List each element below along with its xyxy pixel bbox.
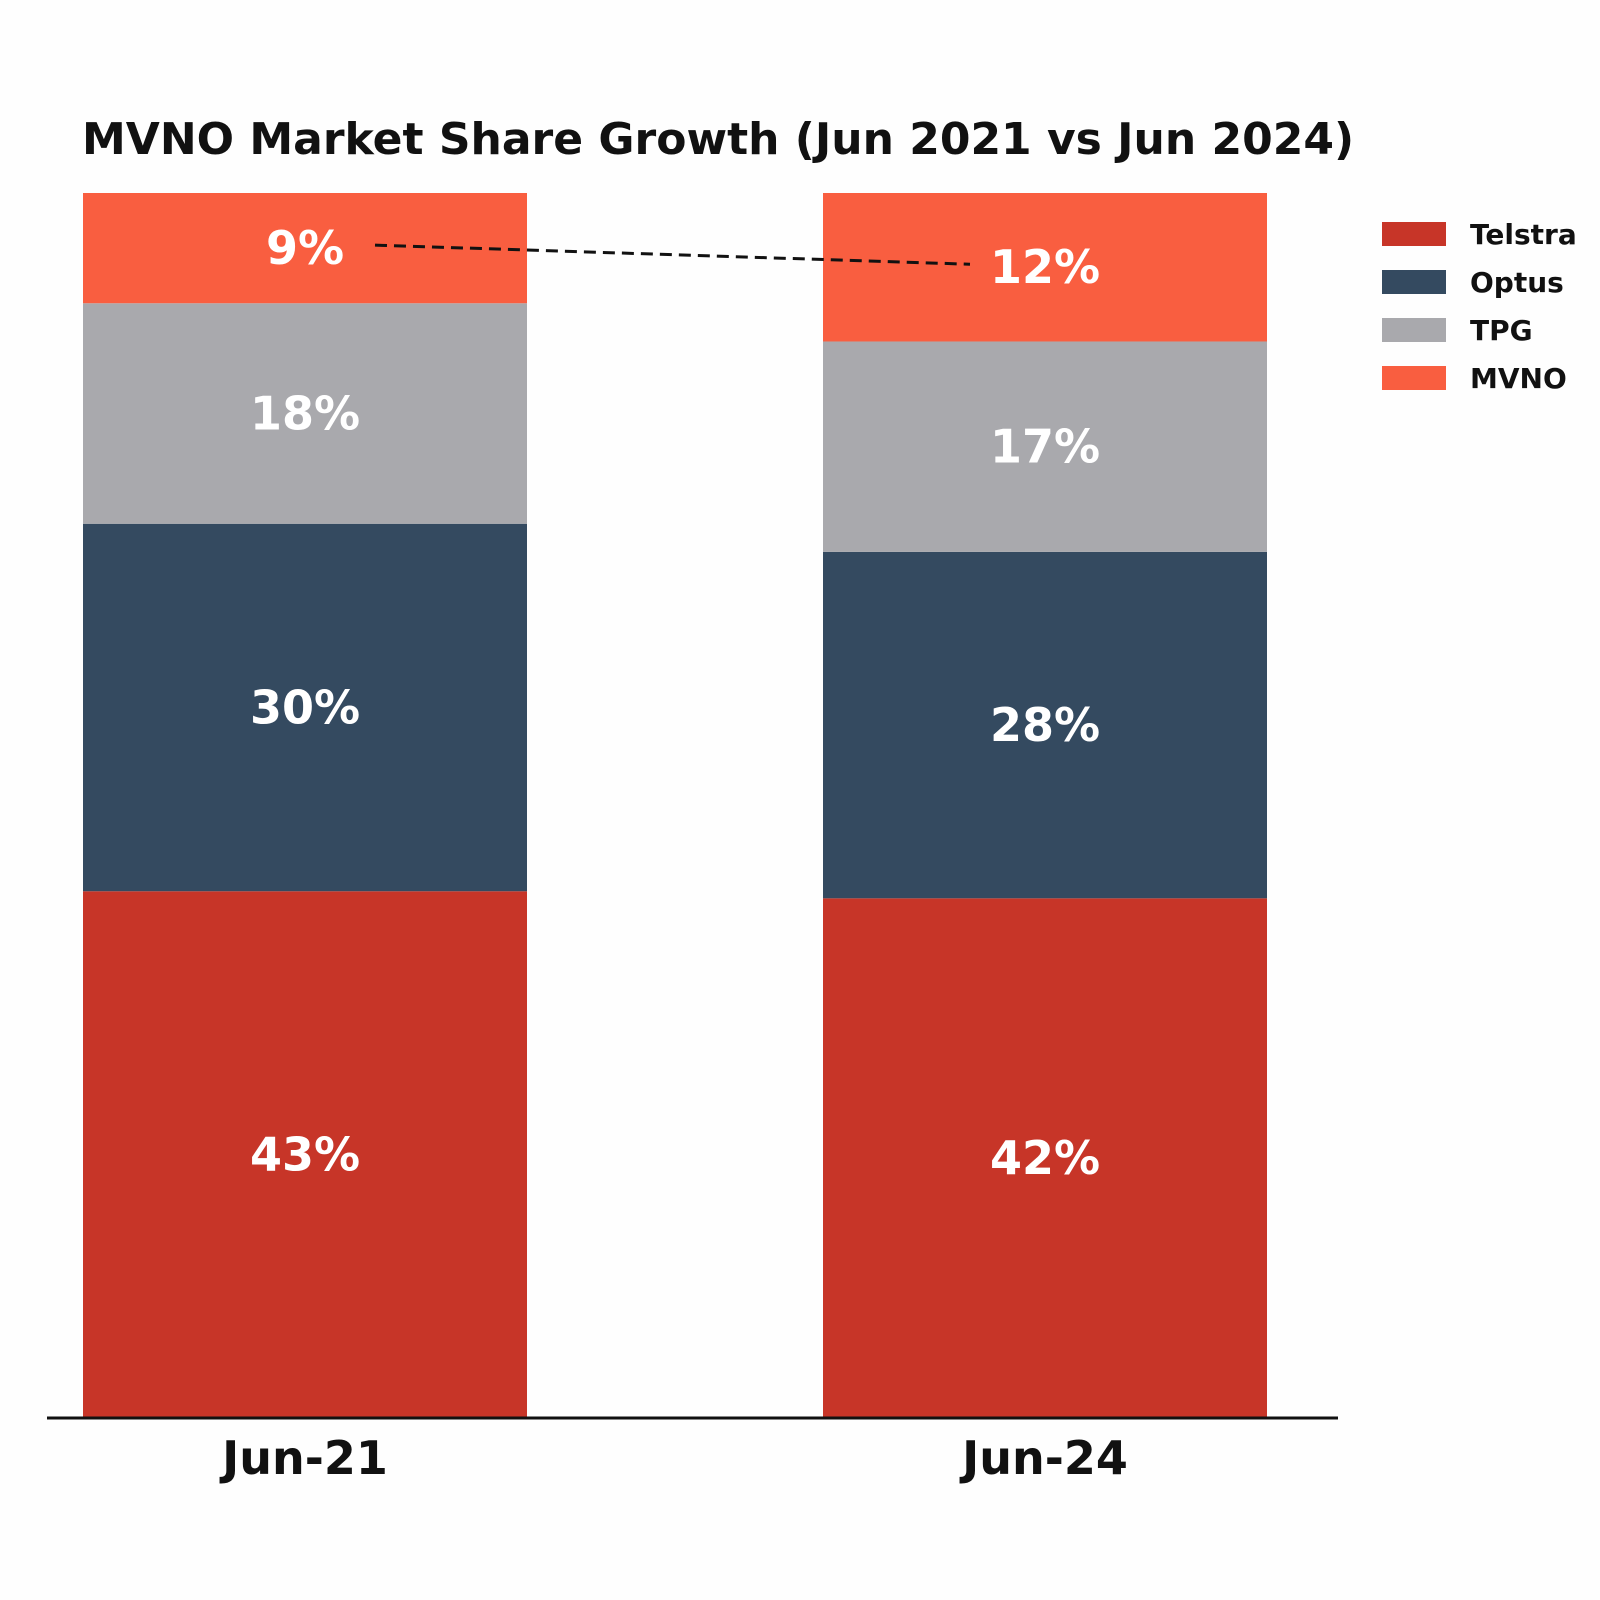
data-label-optus-0: 30% — [250, 681, 360, 735]
x-axis-labels: Jun-21 Jun-24 — [219, 1431, 1128, 1485]
legend-label-mvno: MVNO — [1470, 362, 1567, 395]
data-label-telstra-0: 43% — [250, 1128, 360, 1182]
bar-segment-optus-0 — [83, 523, 527, 892]
data-label-optus-1: 28% — [990, 698, 1100, 752]
legend-label-telstra: Telstra — [1470, 218, 1577, 251]
data-label-tpg-0: 18% — [250, 387, 360, 441]
legend-label-tpg: TPG — [1470, 314, 1533, 347]
data-label-tpg-1: 17% — [990, 420, 1100, 474]
bar-segment-tpg-1 — [823, 341, 1267, 552]
x-tick-label-1: Jun-24 — [959, 1431, 1128, 1485]
legend-swatch-telstra — [1382, 222, 1446, 246]
chart-title: MVNO Market Share Growth (Jun 2021 vs Ju… — [82, 114, 1354, 165]
legend-label-optus: Optus — [1470, 266, 1564, 299]
bar-segment-telstra-1 — [823, 898, 1267, 1418]
data-label-mvno-1: 12% — [990, 240, 1100, 294]
bar-segment-tpg-0 — [83, 303, 527, 524]
bar-segment-telstra-0 — [83, 891, 527, 1418]
x-tick-label-0: Jun-21 — [219, 1431, 388, 1485]
legend-swatch-optus — [1382, 270, 1446, 294]
legend: Telstra Optus TPG MVNO — [1382, 218, 1577, 395]
bars-group: 43% 30% 18% 9% 42% 28% 17% 12% — [83, 193, 1267, 1418]
bar-segment-optus-1 — [823, 551, 1267, 899]
mvno-trend-dashed-line — [374, 243, 971, 266]
bar-segment-mvno-1 — [823, 193, 1267, 342]
data-label-mvno-0: 9% — [266, 221, 344, 275]
legend-swatch-mvno — [1382, 366, 1446, 390]
legend-swatch-tpg — [1382, 318, 1446, 342]
data-label-telstra-1: 42% — [990, 1131, 1100, 1185]
